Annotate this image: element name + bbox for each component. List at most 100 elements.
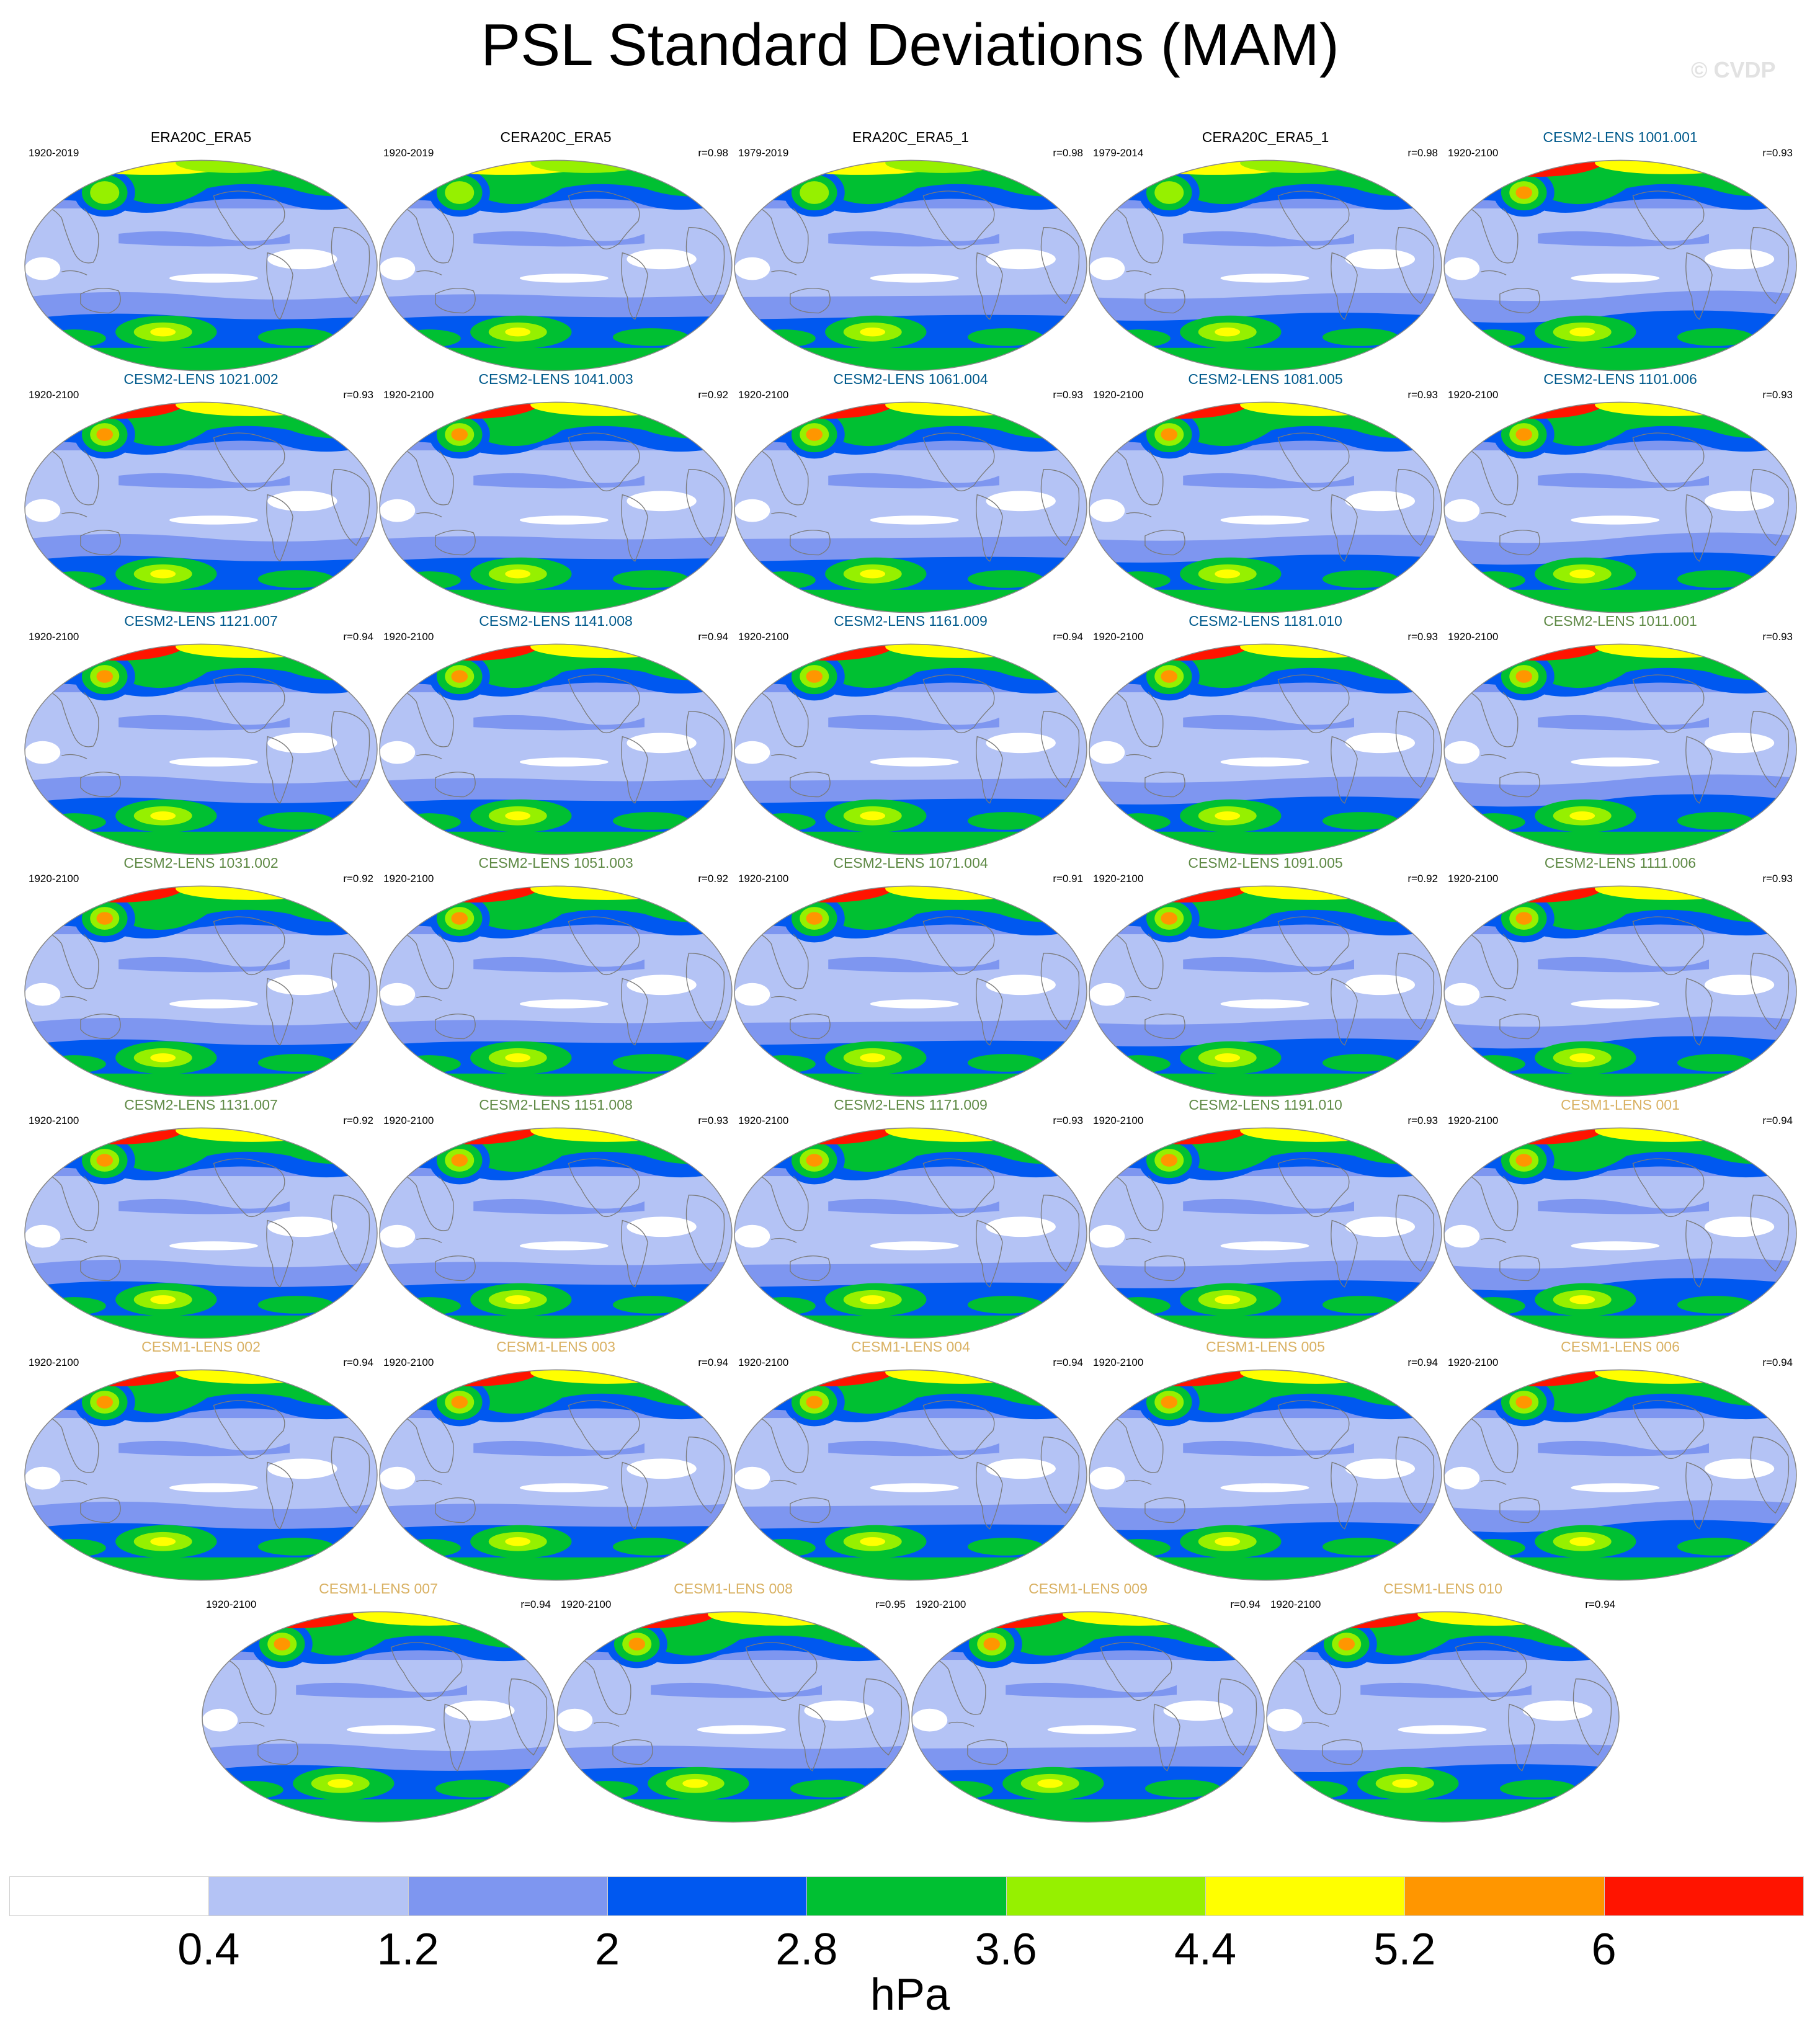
colorbar-tick-label: 3.6: [975, 1925, 1037, 1974]
australia-coastline: [1144, 288, 1185, 314]
north-america-coastline: [922, 916, 995, 976]
panel-years: 1920-2100: [29, 1357, 79, 1368]
panel-pattern-correlation: r=0.94: [1053, 1357, 1083, 1368]
asia-coastline: [1455, 1174, 1519, 1231]
panel-years: 1920-2100: [383, 1357, 434, 1368]
psl-field-low-patch: [445, 1700, 515, 1721]
psl-field-low-patch: [1345, 491, 1416, 512]
psl-field-north-pacific-center: [1515, 428, 1533, 441]
south-america-coastline: [621, 252, 648, 320]
asia-coastline: [36, 690, 99, 747]
north-america-coastline: [213, 1158, 285, 1218]
south-america-coastline: [266, 1461, 293, 1530]
psl-field-mid-band: [473, 956, 645, 973]
map-panel: CESM1-LENS 001 1920-2100 r=0.94: [1443, 1097, 1798, 1342]
panel-title: CESM1-LENS 004: [851, 1339, 970, 1355]
psl-field-low-patch: [1089, 1466, 1125, 1490]
psl-field-antarctic-band: [1444, 831, 1796, 855]
psl-field-north-pacific-center: [96, 1396, 114, 1409]
psl-field-southern-core: [612, 1296, 689, 1314]
psl-field-low-patch: [267, 491, 337, 512]
psl-field-mid-band: [118, 715, 290, 731]
colorbar-box: [607, 1876, 808, 1916]
psl-field-southern-high: [1569, 811, 1595, 821]
map-panel: CESM2-LENS 1031.002 1920-2100 r=0.92: [24, 855, 378, 1100]
map-outline: [24, 401, 378, 613]
psl-field-low-patch: [169, 1483, 258, 1492]
colorbar-box: [806, 1876, 1007, 1916]
psl-field-southern-high: [150, 569, 176, 579]
psl-field-southern-high: [1215, 569, 1241, 579]
psl-field-low-patch: [380, 499, 416, 522]
psl-field-mid-band: [1183, 1198, 1354, 1215]
map-panel: CESM2-LENS 1111.006 1920-2100 r=0.93: [1443, 855, 1798, 1100]
world-map: [911, 1611, 1265, 1823]
psl-field-low-patch: [1089, 499, 1125, 522]
psl-field-low-patch: [1220, 757, 1309, 767]
south-america-coastline: [444, 1703, 471, 1772]
africa-coastline: [331, 953, 370, 1030]
asia-coastline: [1100, 932, 1164, 989]
psl-field-low-patch: [380, 741, 416, 764]
south-america-coastline: [621, 1461, 648, 1530]
world-map: [379, 643, 733, 855]
panel-title: CERA20C_ERA5: [500, 129, 612, 145]
indonesia-coastline: [1303, 1721, 1329, 1727]
psl-field-southern-high: [860, 811, 886, 821]
psl-field-low-patch: [1089, 741, 1125, 764]
indonesia-coastline: [416, 270, 442, 275]
australia-coastline: [1499, 1255, 1540, 1281]
psl-field-antarctic-band: [380, 1073, 732, 1097]
panel-pattern-correlation: r=0.94: [698, 631, 728, 643]
psl-field-north-pacific-center: [96, 428, 114, 441]
panel-title: CESM1-LENS 001: [1561, 1097, 1680, 1113]
psl-field-southern-high: [1569, 1537, 1595, 1546]
psl-field-mid-band: [1538, 1440, 1709, 1456]
psl-field-low-patch: [1704, 1216, 1775, 1237]
psl-field-southern-core: [1677, 1054, 1754, 1072]
asia-coastline: [746, 1174, 809, 1231]
psl-field-low-patch: [627, 974, 697, 996]
map-outline: [734, 643, 1087, 855]
africa-coastline: [1395, 227, 1435, 305]
psl-field-antarctic-band: [1444, 1073, 1796, 1097]
psl-field-low-patch: [870, 274, 959, 283]
psl-field-southern-core: [612, 328, 689, 346]
africa-coastline: [685, 711, 725, 788]
psl-field-low-patch: [1704, 974, 1775, 996]
north-america-coastline: [922, 1158, 995, 1218]
psl-field-north-pacific-center: [451, 1154, 468, 1167]
psl-field-mid-band: [651, 1682, 822, 1698]
africa-coastline: [1040, 1437, 1080, 1514]
psl-field-low-patch: [1345, 1216, 1416, 1237]
psl-field-polar-max: [1671, 402, 1747, 409]
indonesia-coastline: [771, 1237, 797, 1243]
psl-field-mid-band: [828, 956, 999, 973]
asia-coastline: [746, 1415, 809, 1473]
psl-field-north-pacific-center: [96, 912, 114, 925]
panel-years: 1920-2100: [29, 631, 79, 643]
north-america-coastline: [922, 674, 995, 734]
psl-field-antarctic-band: [1444, 347, 1796, 371]
australia-coastline: [1499, 1014, 1540, 1040]
psl-field-southern-high: [505, 811, 531, 821]
psl-field-north-pacific-center: [451, 186, 468, 199]
south-america-coastline: [976, 252, 1003, 320]
world-map: [1443, 885, 1797, 1097]
psl-field-mid-band: [118, 1440, 290, 1456]
psl-field-southern-high: [150, 1295, 176, 1304]
map-outline: [379, 1369, 733, 1581]
psl-field-southern-core: [1677, 570, 1754, 588]
panel-pattern-correlation: r=0.94: [1230, 1598, 1260, 1610]
psl-field-north-pacific-center: [806, 186, 823, 199]
map-outline: [379, 643, 733, 855]
psl-field-southern-core: [612, 1538, 689, 1556]
psl-field-mid-band: [473, 231, 645, 247]
psl-field-low-patch: [986, 249, 1056, 270]
panel-pattern-correlation: r=0.94: [343, 631, 373, 643]
psl-field-southern-core: [790, 1780, 867, 1798]
australia-coastline: [1144, 1497, 1185, 1523]
north-america-coastline: [568, 432, 640, 492]
psl-field-antarctic-band: [25, 1557, 377, 1580]
psl-field-low-patch: [870, 757, 959, 767]
